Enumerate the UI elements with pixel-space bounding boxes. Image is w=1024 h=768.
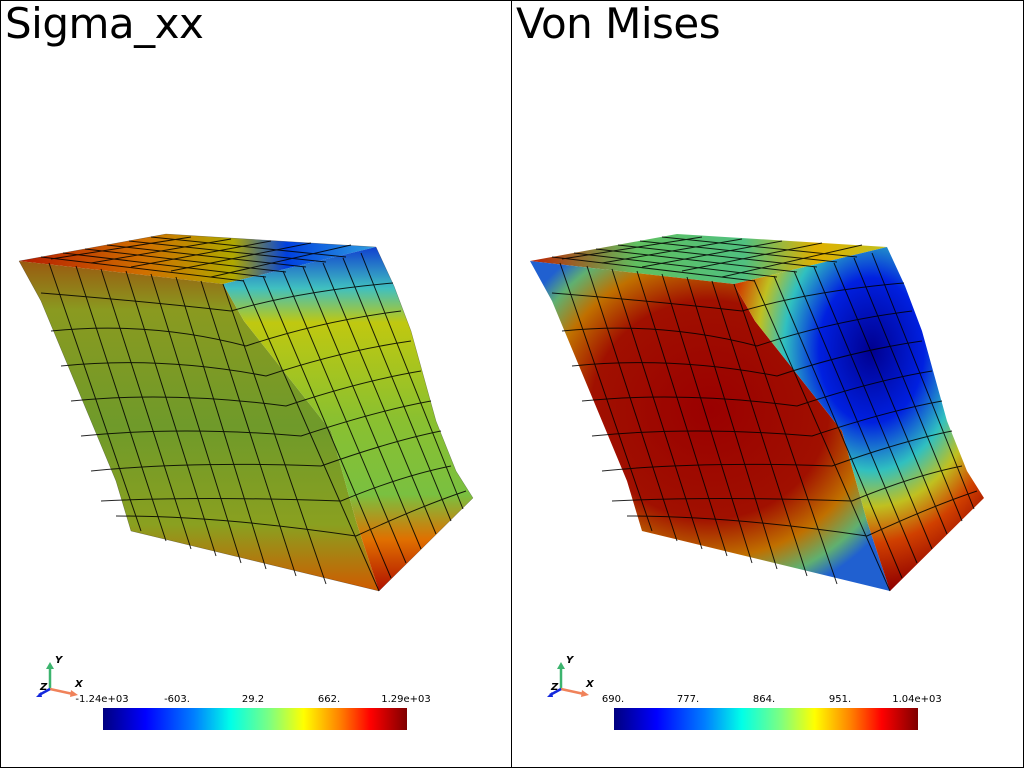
scalar-bar-label: 690. (601, 694, 625, 705)
axis-y-label: Y (566, 655, 574, 666)
scalar-bar-label: 864. (752, 694, 776, 705)
scalar-bar-label: -1.24e+03 (75, 694, 129, 705)
orientation-axes-widget: Y X Z (544, 655, 604, 705)
viewport-title: Von Mises (516, 0, 721, 48)
scalar-bar-label: 777. (676, 694, 700, 705)
axis-z-label: Z (40, 682, 48, 693)
scalar-bar (614, 708, 918, 730)
axis-x-label: X (75, 679, 83, 690)
scalar-bar-label: 951. (828, 694, 852, 705)
mesh-render-von-mises[interactable] (512, 1, 1023, 767)
axis-y-label: Y (55, 655, 63, 666)
orientation-axes-widget: Y X Z (33, 655, 93, 705)
axis-z-label: Z (551, 682, 559, 693)
viewport-title: Sigma_xx (5, 0, 204, 48)
scalar-bar-label: 1.29e+03 (381, 694, 431, 705)
scalar-bar-label: 1.04e+03 (892, 694, 942, 705)
scalar-bar-label: -603. (164, 694, 190, 705)
mesh-render-sigma-xx[interactable] (1, 1, 511, 767)
viewport-sigma-xx[interactable]: Sigma_xx (0, 0, 512, 768)
scalar-bar (103, 708, 407, 730)
scalar-bar-label: 662. (317, 694, 341, 705)
viewport-von-mises[interactable]: Von Mises (511, 0, 1024, 768)
axis-x-label: X (586, 679, 594, 690)
scalar-bar-label: 29.2 (241, 694, 265, 705)
